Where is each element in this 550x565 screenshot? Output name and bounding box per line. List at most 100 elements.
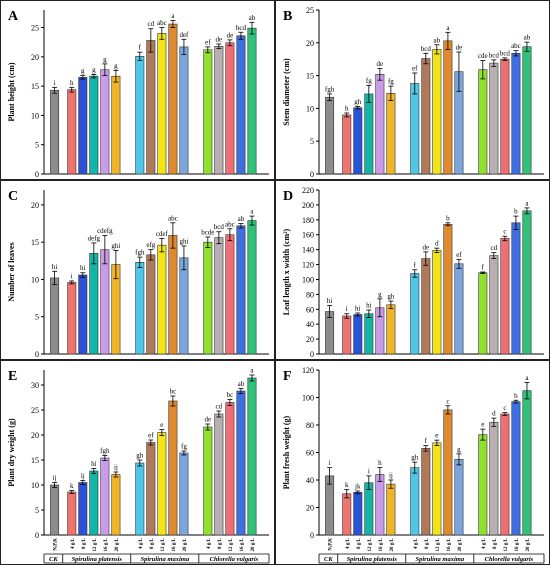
bar (247, 27, 257, 175)
bar (421, 448, 431, 536)
x-tick-label: 20 g/L (458, 537, 463, 551)
significance-letter: a (250, 367, 254, 375)
x-tick-label: 12 g/L (436, 537, 441, 551)
significance-letter: gh (354, 98, 362, 106)
significance-letter: i (368, 467, 370, 475)
bar (364, 482, 374, 536)
x-tick-label: 16 g/L (447, 537, 452, 551)
panel-letter: B (283, 9, 292, 24)
significance-letter: ef (412, 64, 418, 72)
y-axis-label: Leaf length x width (cm²) (282, 228, 291, 315)
group-label: Spirulina platensis (347, 556, 398, 563)
bar (135, 55, 145, 175)
significance-letter: efg (146, 241, 155, 249)
y-tick-label: 0 (310, 531, 314, 540)
significance-letter: g (114, 62, 118, 70)
bar (325, 96, 335, 175)
significance-letter: cde (478, 52, 488, 60)
significance-letter: abc (168, 214, 178, 222)
significance-letter: k (345, 481, 349, 489)
bar (67, 89, 77, 175)
bar (325, 311, 335, 355)
x-tick-label: 12 g/L (93, 537, 98, 551)
significance-letter: de (456, 43, 463, 51)
significance-letter: a (446, 24, 450, 32)
significance-letter: f (425, 437, 428, 445)
significance-letter: g (457, 445, 461, 453)
y-tick-label: 0 (310, 350, 314, 359)
bar (478, 69, 488, 175)
significance-letter: fgh (325, 85, 335, 93)
significance-letter: h (378, 459, 382, 467)
significance-letter: de (216, 35, 223, 43)
y-tick-label: 20 (306, 504, 314, 513)
bar (157, 33, 167, 175)
bar (100, 249, 110, 355)
bar (421, 58, 431, 175)
y-tick-label: 60 (306, 449, 314, 458)
x-tick-label: 4 g/L (71, 537, 76, 549)
significance-letter: g (103, 55, 107, 63)
bar (247, 220, 257, 355)
significance-letter: ef (148, 432, 154, 440)
x-tick-label: 4 g/L (482, 537, 487, 549)
bar (50, 89, 60, 175)
panel-letter: C (8, 189, 18, 204)
y-tick-label: 20 (31, 201, 39, 210)
bar (364, 93, 374, 175)
significance-letter: hi (80, 264, 86, 272)
significance-letter: fgh (135, 249, 145, 257)
group-label: Chlorella vulgaris (210, 556, 259, 563)
significance-letter: h (345, 104, 349, 112)
bar (522, 46, 532, 175)
x-tick-label: 12 g/L (229, 537, 234, 551)
significance-letter: gh (387, 293, 395, 301)
significance-letter: abc (157, 19, 167, 27)
x-tick-label: 8 g/L (150, 537, 155, 549)
group-label: Chlorella vulgaris (485, 556, 534, 563)
y-tick-label: 80 (306, 290, 314, 299)
x-tick-label: 20 g/L (526, 537, 531, 551)
group-label: Spirulina maxima (141, 556, 190, 563)
bar (203, 49, 213, 175)
x-tick-label: 12 g/L (161, 537, 166, 551)
significance-letter: fg (366, 77, 372, 85)
bar (225, 234, 235, 355)
bar (111, 474, 121, 536)
bar (78, 77, 88, 175)
bar (168, 400, 178, 536)
y-tick-label: 0 (35, 170, 39, 179)
y-tick-label: 40 (306, 476, 314, 485)
chart-panel-f: F 0 20 40 60 80 100 120 Plant fresh weight (g) i k… (275, 360, 550, 565)
significance-letter: def (179, 31, 189, 39)
y-tick-label: 15 (31, 82, 39, 91)
y-tick-label: 80 (306, 421, 314, 430)
significance-letter: b (446, 214, 450, 222)
y-tick-label: 10 (306, 104, 314, 113)
significance-letter: ab (524, 34, 531, 42)
bar (511, 52, 521, 175)
significance-letter: bcde (201, 228, 214, 236)
bar (214, 237, 224, 355)
significance-letter: ab (434, 36, 441, 44)
x-tick-label: 20 g/L (183, 537, 188, 551)
bar (203, 241, 213, 355)
significance-letter: bcd (489, 51, 500, 59)
x-tick-label: 8 g/L (82, 537, 87, 549)
significance-letter: e (481, 421, 484, 429)
bar (157, 432, 167, 536)
bar (89, 253, 99, 355)
y-tick-label: 100 (302, 275, 314, 284)
bar (135, 462, 145, 536)
y-tick-label: 140 (302, 246, 314, 255)
significance-letter: h (70, 79, 74, 87)
y-axis-label: Stem diameter (cm) (282, 58, 291, 126)
significance-letter: defg (88, 234, 101, 242)
significance-letter: gh (411, 454, 419, 462)
x-tick-label: 4 g/L (139, 537, 144, 549)
bar (214, 413, 224, 536)
significance-letter: hi (355, 305, 361, 313)
bar (225, 42, 235, 175)
